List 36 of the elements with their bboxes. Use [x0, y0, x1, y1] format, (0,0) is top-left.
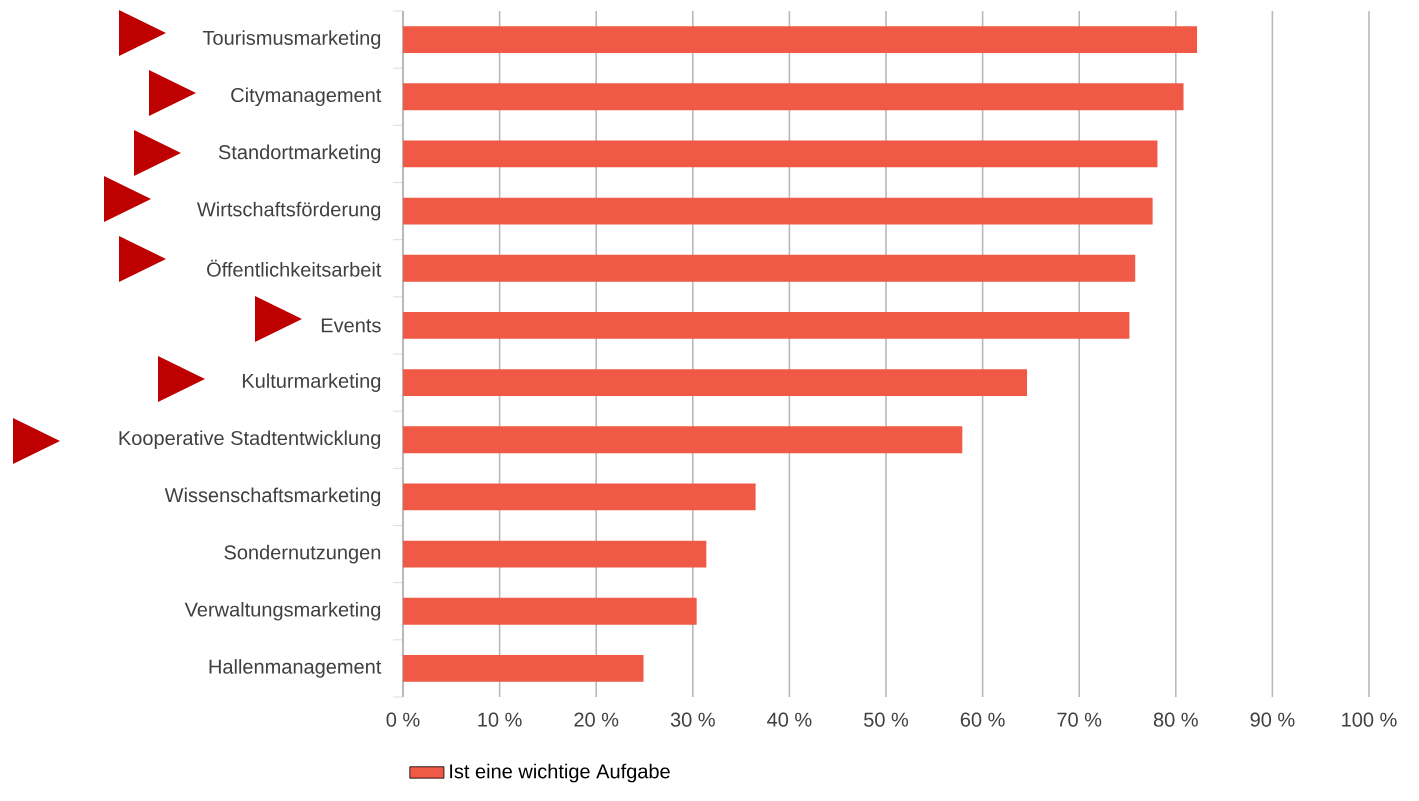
x-tick-label: 90 %	[1250, 712, 1295, 727]
x-tick-label: 80 %	[1153, 712, 1198, 727]
x-tick-label: 70 %	[1057, 712, 1102, 727]
bar	[403, 197, 1153, 225]
x-tick-label: 40 %	[767, 712, 812, 727]
x-tick-label: 100 %	[1342, 712, 1397, 727]
y-tick-label: Verwaltungsmarketing	[184, 601, 381, 621]
x-tick-label: 10 %	[478, 712, 522, 727]
y-tick-label: Tourismusmarketing	[202, 30, 381, 49]
y-tick-label: Kulturmarketing	[242, 373, 381, 392]
bar	[403, 254, 1136, 282]
y-tick-label: Citymanagement	[231, 87, 382, 107]
bar	[403, 140, 1158, 168]
x-tick-label: 60 %	[960, 712, 1005, 727]
y-tick-label: Wirtschaftsförderung	[196, 201, 381, 221]
y-tick-label: Öffentlichkeitsarbeit	[207, 259, 382, 277]
y-tick-label: Hallenmanagement	[209, 659, 382, 678]
bar	[403, 540, 707, 568]
x-tick-label: 0 %	[386, 712, 420, 727]
bar	[403, 311, 1130, 339]
bar	[403, 369, 1028, 397]
bar	[403, 483, 756, 511]
bar	[403, 83, 1184, 111]
x-tick-label: 20 %	[574, 712, 619, 727]
x-tick-label: 30 %	[670, 712, 715, 727]
y-tick-label: Kooperative Stadtentwicklung	[119, 430, 381, 450]
y-tick-label: Wissenschaftsmarketing	[164, 487, 381, 507]
bar	[403, 597, 697, 625]
legend-label: Ist eine wichtige Aufgabe	[450, 763, 670, 783]
y-tick-label: Events	[321, 318, 381, 333]
y-tick-label: Sondernutzungen	[224, 544, 381, 564]
x-tick-label: 50 %	[864, 712, 909, 727]
bar	[403, 26, 1198, 54]
bar	[403, 654, 644, 682]
y-tick-label: Standortmarketing	[218, 144, 381, 164]
bar	[403, 426, 963, 454]
